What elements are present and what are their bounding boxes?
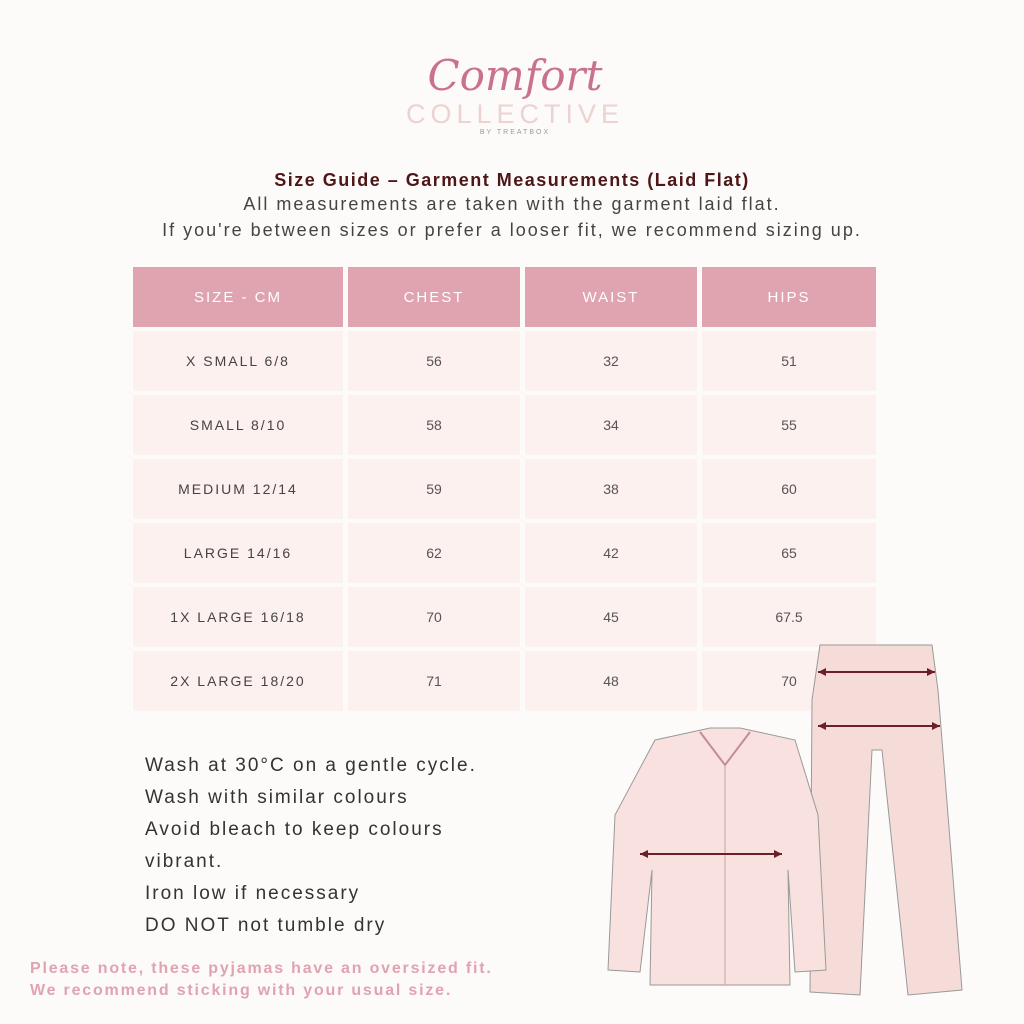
fit-note-line: Please note, these pyjamas have an overs… — [30, 960, 493, 977]
logo-collective: COLLECTIVE — [405, 99, 625, 129]
subtitle-2: If you're between sizes or prefer a loos… — [162, 220, 862, 240]
size-cell: 2X LARGE 18/20 — [133, 651, 343, 711]
measurement-cell: 38 — [525, 459, 697, 519]
care-line: Avoid bleach to keep colours vibrant. — [145, 819, 444, 872]
measurement-cell: 32 — [525, 331, 697, 391]
measurement-cell: 62 — [348, 523, 520, 583]
pyjama-shirt-illustration — [607, 727, 827, 986]
measurement-cell: 51 — [702, 331, 876, 391]
size-cell: SMALL 8/10 — [133, 395, 343, 455]
size-cell: MEDIUM 12/14 — [133, 459, 343, 519]
size-cell: LARGE 14/16 — [133, 523, 343, 583]
measurement-arrows — [640, 668, 940, 858]
measurement-cell: 56 — [348, 331, 520, 391]
size-cell: X SMALL 6/8 — [133, 331, 343, 391]
measurement-cell: 42 — [525, 523, 697, 583]
size-table: SIZE - CM CHEST WAIST HIPS X SMALL 6/8 56 32 51… — [133, 267, 876, 711]
pyjama-illustration — [607, 644, 963, 996]
size-cell: 1X LARGE 16/18 — [133, 587, 343, 647]
column-header: SIZE - CM — [133, 267, 343, 327]
logo-byline: BY TREATBOX — [479, 129, 551, 136]
column-header: HIPS — [702, 267, 876, 327]
care-instructions: Wash at 30°C on a gentle cycle. Wash wit… — [145, 750, 525, 942]
measurement-cell: 70 — [348, 587, 520, 647]
pyjama-trousers-illustration — [809, 644, 963, 996]
care-line: Iron low if necessary — [145, 883, 361, 904]
care-line: Wash at 30°C on a gentle cycle. — [145, 755, 477, 776]
fit-note-line: We recommend sticking with your usual si… — [30, 982, 453, 999]
measurement-cell: 59 — [348, 459, 520, 519]
column-header: WAIST — [525, 267, 697, 327]
measurement-cell: 48 — [525, 651, 697, 711]
subtitle-1: All measurements are taken with the garm… — [243, 194, 781, 214]
measurement-cell: 34 — [525, 395, 697, 455]
measurement-cell: 60 — [702, 459, 876, 519]
page-title: Size Guide – Garment Measurements (Laid … — [274, 170, 750, 190]
logo-script: Comfort — [427, 51, 603, 100]
care-line: DO NOT not tumble dry — [145, 915, 387, 936]
measurement-cell: 58 — [348, 395, 520, 455]
measurement-cell: 45 — [525, 587, 697, 647]
care-line: Wash with similar colours — [145, 787, 409, 808]
measurement-cell: 67.5 — [702, 587, 876, 647]
brand-logo: Comfort COLLECTIVE BY TREATBOX — [400, 52, 630, 138]
fit-note: Please note, these pyjamas have an overs… — [30, 958, 493, 1002]
measurement-cell: 71 — [348, 651, 520, 711]
column-header: CHEST — [348, 267, 520, 327]
measurement-cell: 55 — [702, 395, 876, 455]
measurement-cell: 65 — [702, 523, 876, 583]
